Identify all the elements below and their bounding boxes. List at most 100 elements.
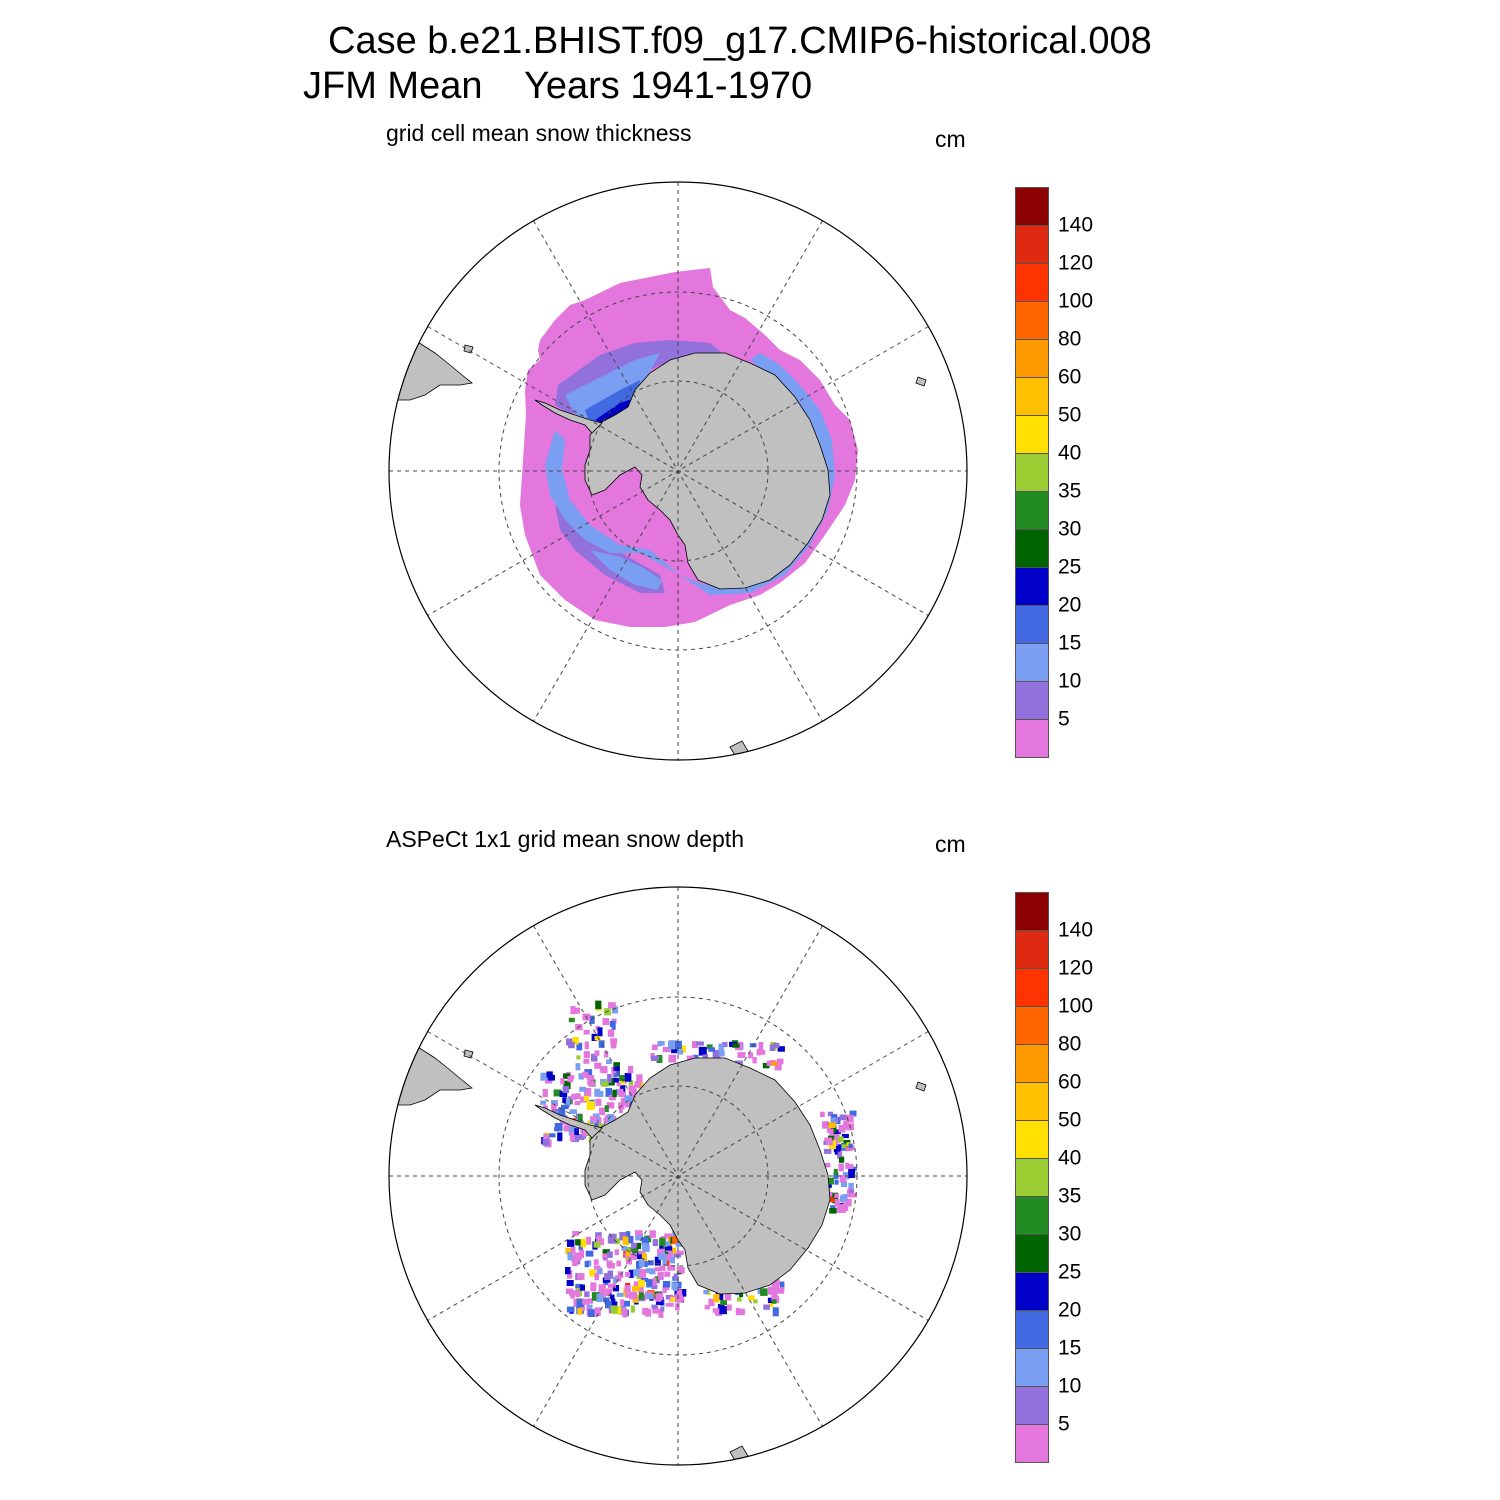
observation-cell	[542, 1089, 548, 1098]
observation-cell	[570, 1247, 576, 1255]
observation-cell	[582, 1299, 590, 1305]
observation-cell	[571, 1093, 577, 1100]
observation-cell	[841, 1181, 848, 1188]
observation-cell	[829, 1128, 834, 1136]
observation-cell	[569, 1109, 577, 1115]
observation-cell	[571, 1135, 579, 1143]
antarctica-land	[584, 352, 831, 590]
observation-cell	[613, 1062, 620, 1067]
observation-cell	[574, 1100, 581, 1106]
observation-cell	[822, 1121, 829, 1129]
observation-cell	[825, 1140, 833, 1146]
observation-cell	[668, 1054, 677, 1063]
observation-cell	[649, 1268, 656, 1275]
colorbar-label: 80	[1058, 1032, 1082, 1056]
observation-cell	[547, 1075, 555, 1081]
colorbar-box	[1015, 339, 1049, 378]
colorbar-box	[1015, 529, 1049, 568]
observation-cell	[625, 1293, 632, 1298]
colorbar-box	[1015, 1006, 1049, 1045]
observation-cell	[841, 1203, 849, 1212]
observation-cell	[667, 1236, 673, 1246]
observation-cell	[599, 1066, 606, 1073]
observation-cell	[662, 1281, 671, 1288]
observation-cell	[675, 1303, 680, 1311]
observation-cell	[572, 1260, 578, 1267]
observation-cell	[721, 1042, 728, 1048]
colorbar-box	[1015, 1234, 1049, 1273]
observation-cell	[551, 1100, 558, 1105]
colorbar-box	[1015, 263, 1049, 302]
observation-cell	[576, 1042, 583, 1051]
observation-cell	[673, 1282, 679, 1291]
observation-cell	[827, 1177, 834, 1185]
observation-cell	[673, 1273, 678, 1280]
observation-cell	[583, 1095, 589, 1102]
colorbar-label: 30	[1058, 517, 1082, 541]
figure-title-line2: JFM Mean Years 1941-1970	[303, 65, 813, 107]
observation-cell	[837, 1151, 842, 1158]
observation-cell	[612, 1069, 617, 1078]
observation-cell	[610, 1294, 615, 1300]
observation-cell	[680, 1045, 686, 1053]
observation-cell	[610, 1038, 617, 1045]
observation-cell	[638, 1279, 645, 1288]
observation-cell	[658, 1253, 667, 1260]
observation-cell	[768, 1302, 774, 1308]
observation-cell	[833, 1168, 838, 1176]
observation-cell	[772, 1279, 780, 1286]
observation-cell	[629, 1291, 637, 1300]
colorbar-box	[1015, 1348, 1049, 1387]
colorbar-box	[1015, 719, 1049, 758]
colorbar-label: 35	[1058, 1184, 1082, 1208]
observation-cell	[724, 1292, 732, 1301]
observation-cell	[590, 1118, 594, 1125]
observation-cell	[557, 1132, 563, 1142]
observation-cell	[542, 1137, 550, 1146]
observation-cell	[634, 1230, 643, 1236]
observation-cell	[834, 1193, 840, 1198]
observation-cell	[641, 1237, 649, 1246]
observation-cell	[679, 1289, 687, 1297]
observation-cell	[752, 1057, 757, 1064]
top-colorbar	[1015, 187, 1049, 758]
colorbar-box	[1015, 1082, 1049, 1121]
top-polar-map	[388, 181, 968, 761]
observation-cell	[622, 1236, 630, 1246]
observation-cell	[625, 1102, 632, 1108]
observation-cell	[651, 1044, 658, 1051]
observation-cell	[848, 1183, 854, 1191]
observation-cell	[575, 1239, 583, 1246]
observation-cell	[712, 1050, 721, 1058]
colorbar-label: 5	[1058, 1412, 1070, 1436]
observation-cell	[667, 1242, 672, 1250]
observation-cell	[631, 1243, 637, 1249]
observation-cell	[543, 1105, 548, 1110]
bottom-panel-title: ASPeCt 1x1 grid mean snow depth	[386, 826, 744, 852]
observation-cell	[838, 1156, 845, 1163]
observation-cell	[576, 1298, 584, 1308]
observation-cell	[575, 1289, 580, 1298]
observation-cell	[572, 1036, 579, 1045]
observation-cell	[656, 1055, 663, 1063]
observation-cell	[604, 1105, 609, 1112]
observation-cell	[548, 1133, 556, 1138]
colorbar-label: 15	[1058, 1336, 1082, 1360]
observation-cell	[663, 1241, 671, 1246]
observation-cell	[827, 1111, 834, 1117]
observation-cell	[553, 1089, 562, 1097]
observation-cell	[626, 1250, 630, 1257]
observation-cell	[570, 1006, 576, 1015]
observation-cell	[616, 1260, 622, 1267]
observation-cell	[595, 1098, 602, 1106]
observation-cell	[596, 1293, 603, 1303]
observation-cell	[774, 1063, 782, 1071]
observation-cell	[627, 1065, 634, 1074]
observation-cell	[611, 1006, 619, 1014]
observation-cell	[708, 1047, 715, 1052]
colorbar-box	[1015, 453, 1049, 492]
colorbar-box	[1015, 187, 1049, 226]
colorbar-box	[1015, 643, 1049, 682]
observation-cell	[574, 1128, 579, 1135]
bottom-colorbar	[1015, 892, 1049, 1463]
